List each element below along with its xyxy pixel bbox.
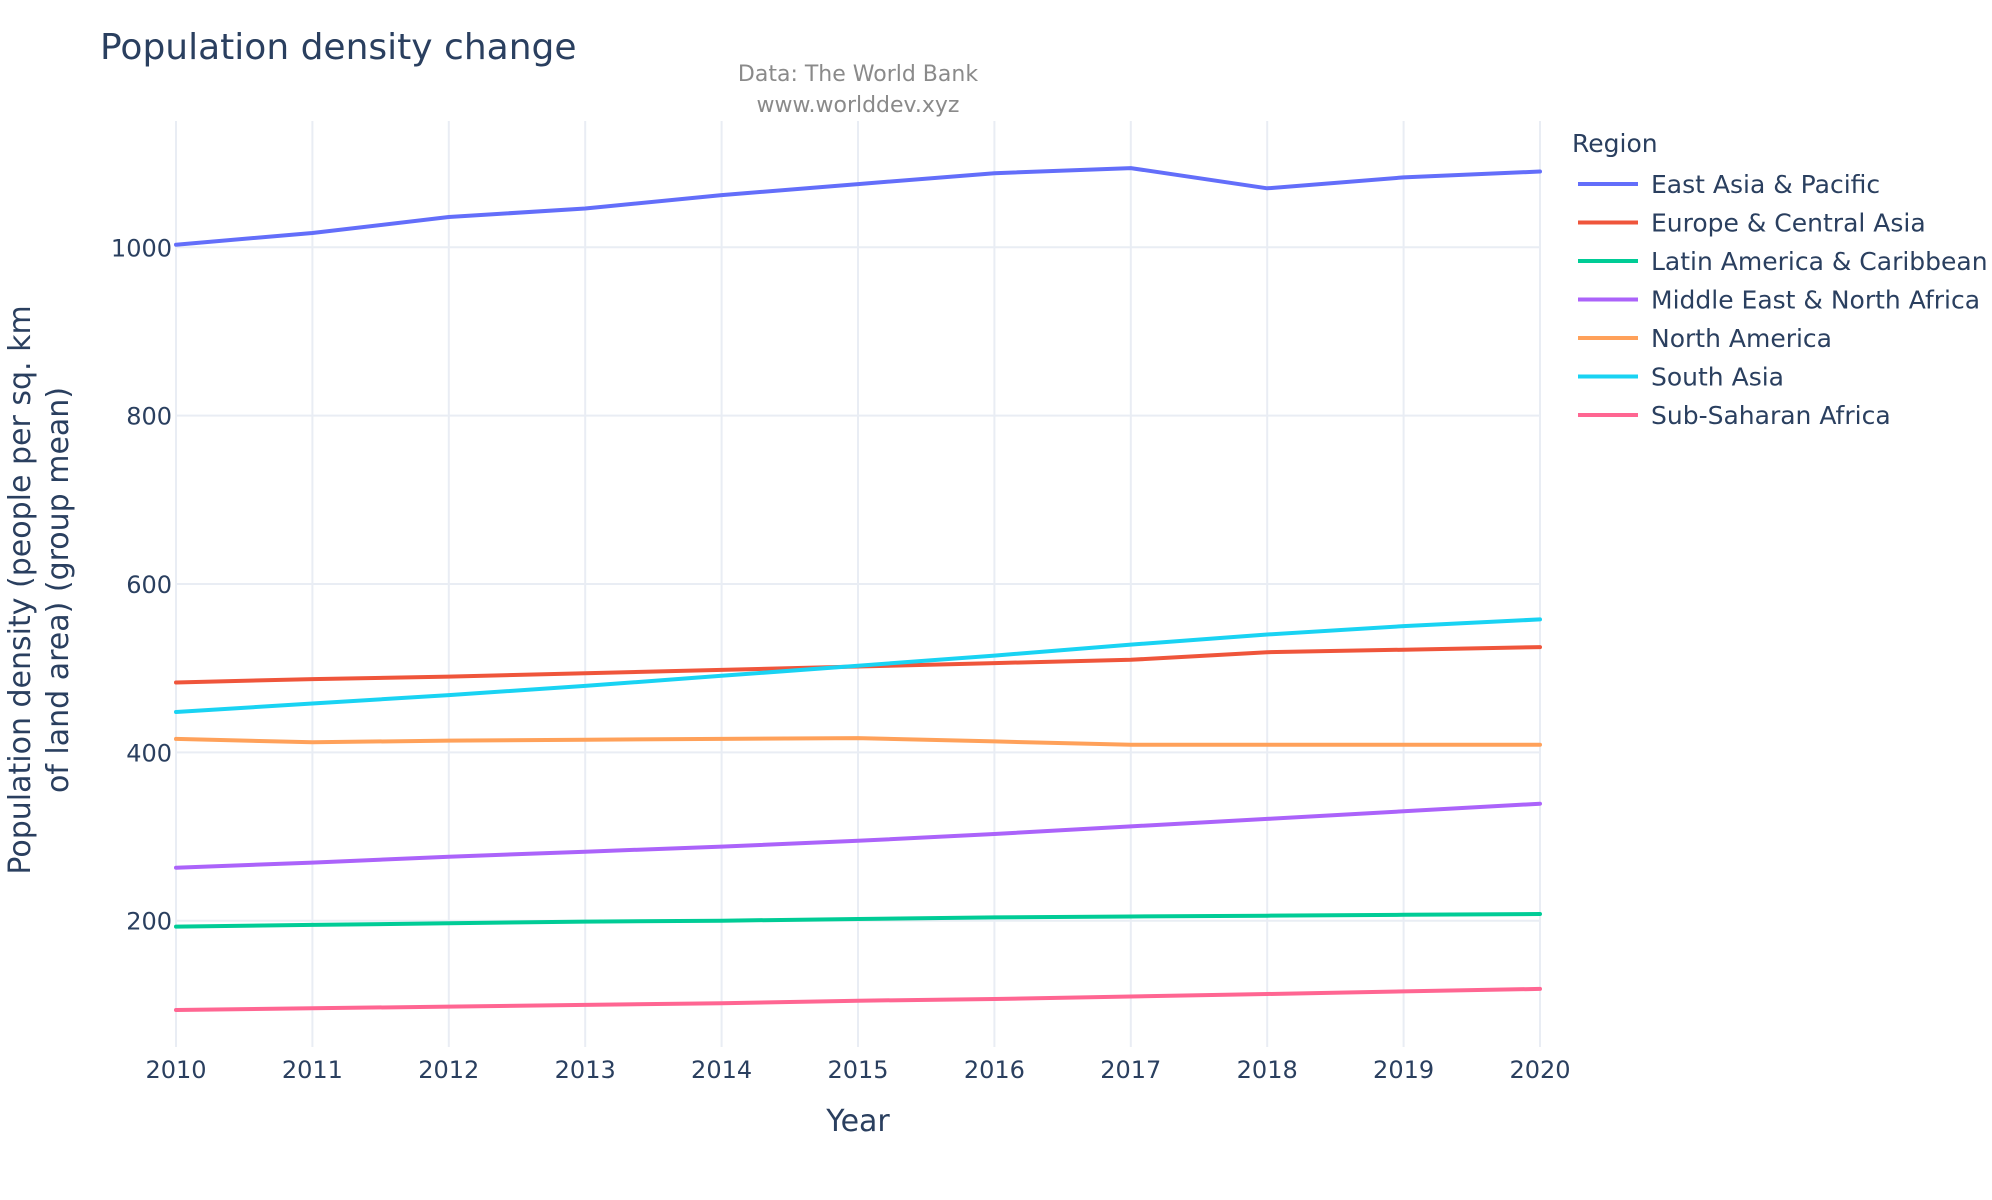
series-line-latin-america-caribbean[interactable] bbox=[174, 912, 1542, 929]
chart-title: Population density change bbox=[100, 27, 577, 68]
x-tick-label: 2020 bbox=[1509, 1056, 1570, 1084]
y-tick-label: 800 bbox=[126, 403, 172, 431]
x-tick-label: 2015 bbox=[827, 1056, 888, 1084]
x-tick-label: 2018 bbox=[1237, 1056, 1298, 1084]
x-tick-label: 2019 bbox=[1373, 1056, 1434, 1084]
legend-label: South Asia bbox=[1651, 363, 1784, 392]
series-lines bbox=[174, 166, 1542, 1012]
legend-item-east-asia-pacific[interactable]: East Asia & Pacific bbox=[1578, 170, 1880, 199]
x-tick-label: 2010 bbox=[145, 1056, 206, 1084]
y-tick-label: 600 bbox=[126, 571, 172, 599]
legend-title: Region bbox=[1572, 129, 1658, 158]
chart-subtitle-source: Data: The World Bank bbox=[738, 62, 978, 87]
legend-item-south-asia[interactable]: South Asia bbox=[1578, 363, 1784, 392]
x-tick-label: 2011 bbox=[282, 1056, 343, 1084]
y-tick-label: 200 bbox=[126, 908, 172, 936]
x-tick-label: 2014 bbox=[691, 1056, 752, 1084]
y-axis-title: Population density (people per sq. km of… bbox=[3, 305, 76, 874]
series-line-middle-east-north-africa[interactable] bbox=[174, 801, 1542, 870]
gridlines bbox=[175, 121, 1541, 1047]
legend-label: Europe & Central Asia bbox=[1651, 209, 1926, 238]
y-axis-title-line-1: Population density (people per sq. km bbox=[3, 305, 38, 874]
legend-label: Sub-Saharan Africa bbox=[1651, 401, 1891, 430]
series-line-south-asia[interactable] bbox=[174, 617, 1542, 714]
x-tick-label: 2016 bbox=[964, 1056, 1025, 1084]
legend-label: Middle East & North Africa bbox=[1651, 286, 1980, 315]
x-axis-title: Year bbox=[825, 1104, 890, 1139]
y-axis-title-line-2: of land area) (group mean) bbox=[41, 387, 76, 793]
legend-item-middle-east-north-africa[interactable]: Middle East & North Africa bbox=[1578, 286, 1980, 315]
axis-ticks: 2010 2011 2012 2013 2014 2015 2016 2017 2018 2019… bbox=[111, 234, 1571, 1084]
series-line-north-america[interactable] bbox=[174, 736, 1542, 747]
legend-item-europe-central-asia[interactable]: Europe & Central Asia bbox=[1578, 209, 1926, 238]
legend[interactable]: East Asia & Pacific Europe & Central Asia… bbox=[1578, 170, 1988, 430]
y-tick-label: 400 bbox=[126, 739, 172, 767]
legend-item-sub-saharan-africa[interactable]: Sub-Saharan Africa bbox=[1578, 401, 1891, 430]
legend-item-latin-america-caribbean[interactable]: Latin America & Caribbean bbox=[1578, 247, 1988, 276]
legend-label: Latin America & Caribbean bbox=[1651, 247, 1988, 276]
x-tick-label: 2013 bbox=[555, 1056, 616, 1084]
series-line-east-asia-pacific[interactable] bbox=[174, 166, 1542, 247]
legend-label: North America bbox=[1651, 324, 1832, 353]
x-tick-label: 2017 bbox=[1100, 1056, 1161, 1084]
chart-subtitle-url: www.worlddev.xyz bbox=[757, 93, 960, 118]
legend-label: East Asia & Pacific bbox=[1651, 170, 1880, 199]
series-line-sub-saharan-africa[interactable] bbox=[174, 986, 1542, 1012]
y-tick-label: 1000 bbox=[111, 234, 172, 262]
legend-item-north-america[interactable]: North America bbox=[1578, 324, 1832, 353]
x-tick-label: 2012 bbox=[418, 1056, 479, 1084]
